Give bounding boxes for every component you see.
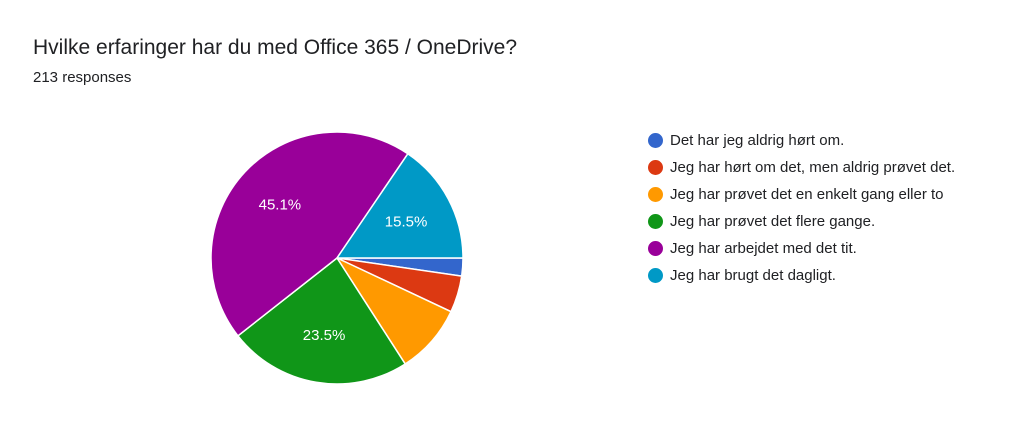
chart-legend: Det har jeg aldrig hørt om. Jeg har hørt … [648,130,978,292]
pie-slice-3[interactable] [236,256,407,385]
legend-item-2[interactable]: Jeg har prøvet det en enkelt gang eller … [648,184,978,206]
pie-data-label-5: 15.5% [385,213,428,230]
legend-label: Jeg har brugt det dagligt. [670,267,836,284]
legend-item-1[interactable]: Jeg har hørt om det, men aldrig prøvet d… [648,157,978,179]
legend-label: Jeg har arbejdet med det tit. [670,240,857,257]
legend-swatch-icon [648,133,663,148]
legend-item-0[interactable]: Det har jeg aldrig hørt om. [648,130,978,152]
legend-swatch-icon [648,214,663,229]
legend-item-3[interactable]: Jeg har prøvet det flere gange. [648,211,978,233]
legend-item-4[interactable]: Jeg har arbejdet med det tit. [648,238,978,260]
chart-title: Hvilke erfaringer har du med Office 365 … [33,36,518,59]
pie-slice-4[interactable] [210,131,409,337]
pie-data-label-3: 23.5% [303,327,346,344]
pie-chart: 23.5% 45.1% 15.5% [210,131,464,385]
response-count: 213 responses [33,69,132,86]
legend-swatch-icon [648,160,663,175]
legend-swatch-icon [648,268,663,283]
legend-label: Det har jeg aldrig hørt om. [670,132,845,149]
pie-data-label-4: 45.1% [259,197,302,214]
legend-swatch-icon [648,241,663,256]
legend-label: Jeg har prøvet det en enkelt gang eller … [670,186,944,203]
legend-label: Jeg har hørt om det, men aldrig prøvet d… [670,159,956,176]
legend-swatch-icon [648,187,663,202]
pie-slice-5[interactable] [335,152,464,259]
legend-item-5[interactable]: Jeg har brugt det dagligt. [648,265,978,287]
legend-label: Jeg har prøvet det flere gange. [670,213,876,230]
